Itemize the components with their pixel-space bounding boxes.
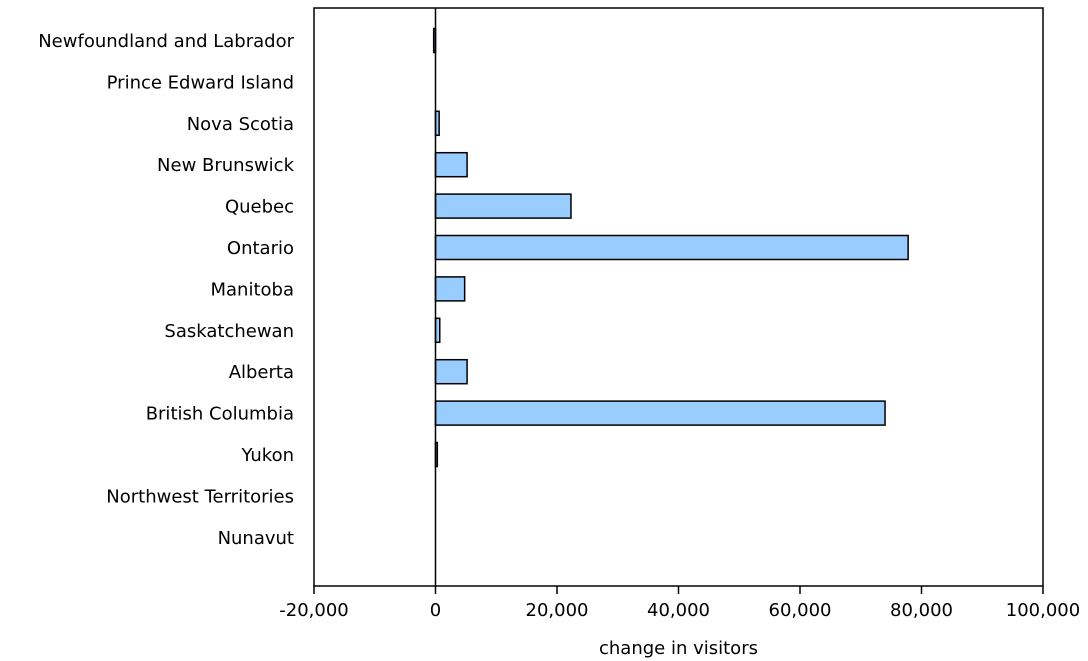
category-label-ontario: Ontario <box>227 238 294 259</box>
x-tick-label: 100,000 <box>1006 600 1080 621</box>
bar-alberta <box>434 358 468 385</box>
category-labels: Newfoundland and Labrador Prince Edward I… <box>38 31 294 549</box>
category-label-saskatchewan: Saskatchewan <box>164 321 294 342</box>
plot-frame <box>313 7 1044 587</box>
category-label-prince-edward-island: Prince Edward Island <box>107 72 294 93</box>
bar-british-columbia <box>434 400 886 426</box>
x-tick-label: 80,000 <box>890 600 953 621</box>
bars-group <box>432 27 909 468</box>
x-axis-ticks: -20,000 0 20,000 40,000 60,000 80,000 100,000 <box>279 586 1080 621</box>
category-label-new-brunswick: New Brunswick <box>157 155 295 176</box>
x-tick-label: 20,000 <box>526 600 589 621</box>
x-tick-label: -20,000 <box>279 600 348 621</box>
x-tick-label: 0 <box>430 600 441 621</box>
bar-quebec <box>434 193 572 219</box>
category-label-nova-scotia: Nova Scotia <box>187 114 294 135</box>
x-tick-label: 60,000 <box>769 600 832 621</box>
category-label-nunavut: Nunavut <box>218 528 294 549</box>
category-label-northwest-territories: Northwest Territories <box>106 486 294 507</box>
bar-new-brunswick <box>434 151 468 178</box>
bar-ontario <box>434 234 909 261</box>
category-label-alberta: Alberta <box>229 362 294 383</box>
category-label-newfoundland-and-labrador: Newfoundland and Labrador <box>38 31 294 52</box>
category-label-yukon: Yukon <box>240 445 294 466</box>
category-label-quebec: Quebec <box>225 197 294 218</box>
bar-manitoba <box>434 276 466 302</box>
x-axis-title: change in visitors <box>599 638 758 659</box>
category-label-manitoba: Manitoba <box>211 279 295 300</box>
x-tick-label: 40,000 <box>647 600 710 621</box>
category-label-british-columbia: British Columbia <box>146 404 294 425</box>
